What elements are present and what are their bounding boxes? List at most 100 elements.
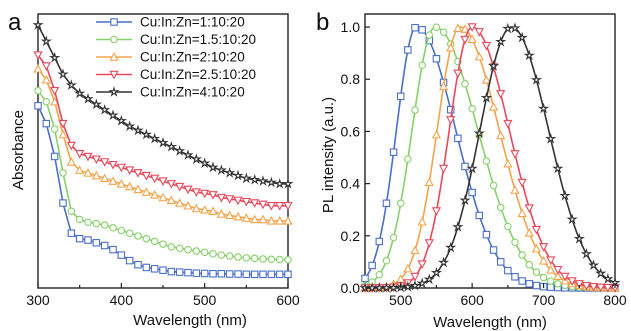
- data-point: [538, 243, 549, 252]
- data-point: [67, 229, 76, 237]
- data-point: [461, 80, 469, 88]
- data-point: [124, 120, 136, 132]
- data-point: [546, 264, 556, 274]
- data-point: [33, 51, 43, 60]
- data-point: [150, 265, 159, 273]
- data-point: [389, 233, 398, 242]
- data-point: [532, 268, 541, 276]
- data-point: [91, 155, 101, 165]
- x-tick-label: 400: [110, 292, 134, 308]
- data-point: [525, 280, 534, 288]
- legend-marker: [109, 52, 119, 61]
- data-point: [215, 164, 227, 175]
- data-point: [423, 273, 435, 285]
- data-point: [67, 207, 76, 216]
- data-point: [539, 273, 548, 282]
- legend-label: Cu:In:Zn=1.5:10:20: [140, 32, 256, 47]
- data-point: [42, 97, 51, 106]
- data-point: [90, 98, 102, 110]
- data-point: [184, 245, 192, 254]
- series-a-cu-in-zn-1-5-10-20: [34, 86, 292, 264]
- panel-b: b 500 600 700 800 0.0 0.2 0.4 0.6 0.8 1.0 Wavele…: [316, 9, 627, 331]
- data-point: [158, 177, 168, 187]
- data-point: [495, 35, 507, 47]
- data-point: [552, 162, 564, 174]
- data-point: [496, 90, 506, 99]
- data-point: [474, 51, 484, 61]
- data-point: [511, 273, 519, 281]
- data-point: [175, 244, 184, 253]
- data-point: [150, 237, 159, 246]
- data-point: [446, 116, 456, 125]
- data-point: [241, 197, 251, 207]
- data-point: [191, 203, 201, 213]
- data-point: [117, 226, 126, 235]
- data-point: [424, 177, 434, 186]
- data-point: [467, 34, 477, 43]
- data-point: [283, 216, 293, 225]
- data-point: [265, 176, 277, 188]
- data-point: [33, 63, 43, 73]
- data-point: [530, 74, 543, 85]
- data-point: [134, 260, 142, 269]
- data-point: [191, 188, 201, 197]
- data-point: [216, 209, 226, 218]
- data-point: [402, 280, 414, 292]
- data-point: [125, 166, 135, 176]
- data-point: [453, 69, 463, 79]
- y-tick-label: 1.0: [341, 19, 361, 35]
- series-b-cu-in-zn-4-10-20: [359, 22, 621, 293]
- panel-a-x-axis-label: Wavelength (nm): [133, 312, 247, 329]
- panel-a: a 300 400 500 600 Wavelength (nm) Absorbanc…: [8, 9, 300, 329]
- data-point: [284, 256, 292, 264]
- data-point: [108, 176, 118, 185]
- data-point: [58, 129, 68, 139]
- y-tick-label: 0.0: [341, 280, 361, 296]
- data-point: [234, 270, 242, 278]
- data-point: [132, 124, 144, 136]
- x-tick-label: 500: [193, 292, 217, 308]
- legend: Cu:In:Zn=1:10:20 Cu:In:Zn=1.5:10:20 Cu:In:…: [96, 15, 256, 100]
- data-point: [84, 218, 92, 226]
- data-point: [468, 104, 476, 113]
- data-point: [82, 93, 94, 104]
- panel-a-x-ticks: 300 400 500 600: [26, 283, 300, 308]
- data-point: [75, 215, 84, 224]
- data-point: [125, 256, 134, 265]
- data-point: [174, 145, 186, 156]
- panel-a-y-axis-label: Absorbance: [10, 110, 27, 190]
- data-point: [208, 206, 218, 216]
- data-point: [524, 228, 534, 237]
- data-point: [149, 132, 161, 144]
- data-point: [109, 223, 117, 232]
- x-tick-label: 300: [26, 292, 50, 308]
- data-point: [368, 261, 376, 270]
- data-point: [481, 75, 492, 84]
- data-point: [403, 263, 413, 273]
- legend-marker: [110, 35, 118, 44]
- data-point: [439, 28, 448, 36]
- data-point: [411, 23, 419, 32]
- data-point: [566, 213, 578, 225]
- data-point: [142, 263, 151, 272]
- data-point: [452, 221, 464, 232]
- data-point: [409, 279, 421, 291]
- data-point: [502, 22, 514, 34]
- x-tick-label: 600: [460, 292, 484, 308]
- data-point: [242, 270, 251, 279]
- data-point: [41, 62, 51, 71]
- legend-item-cu-in-zn-4-10-20: Cu:In:Zn=4:10:20: [96, 85, 245, 100]
- data-point: [92, 219, 101, 228]
- data-point: [467, 23, 477, 32]
- data-point: [208, 191, 218, 200]
- data-point: [116, 163, 126, 173]
- data-point: [125, 181, 135, 191]
- data-point: [538, 255, 549, 265]
- y-tick-label: 0.6: [341, 123, 361, 139]
- data-point: [446, 42, 456, 52]
- data-point: [107, 109, 119, 121]
- data-point: [430, 266, 443, 278]
- data-point: [225, 270, 234, 278]
- data-point: [488, 102, 499, 111]
- data-point: [553, 271, 563, 281]
